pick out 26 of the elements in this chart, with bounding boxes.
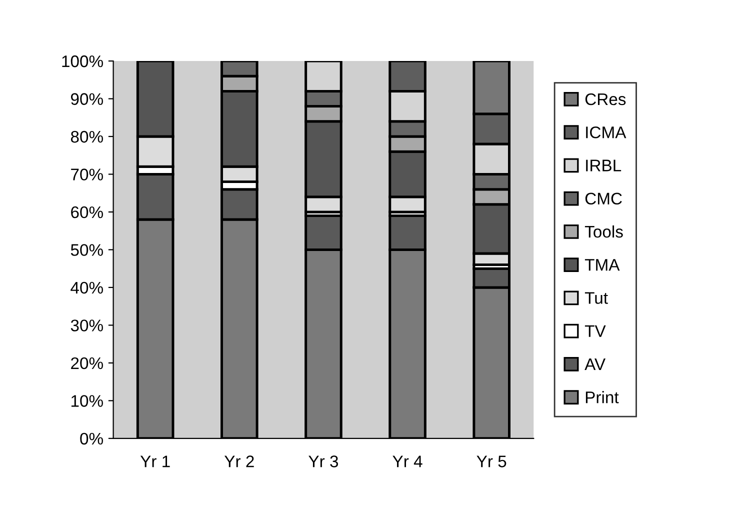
y-tick-label: 60% xyxy=(71,206,103,218)
y-tick-label: 0% xyxy=(80,432,103,445)
legend-label: TV xyxy=(584,325,606,337)
y-tick-label: 90% xyxy=(71,93,103,105)
legend-label: Print xyxy=(586,391,619,404)
y-tick-label: 70% xyxy=(71,168,103,180)
y-tick-label: 20% xyxy=(71,357,103,370)
y-tick-label: 40% xyxy=(70,282,103,294)
x-tick-label: Yr 1 xyxy=(140,456,170,468)
legend-label: CRes xyxy=(585,93,626,106)
y-tick-label: 80% xyxy=(70,130,103,143)
legend-label: CMC xyxy=(585,192,622,205)
legend-label: Tools xyxy=(584,225,623,238)
x-tick-label: Yr 2 xyxy=(224,456,254,468)
x-tick-label: Yr 3 xyxy=(308,456,338,468)
x-tick-label: Yr 4 xyxy=(392,456,422,468)
legend-label: IRBL xyxy=(586,160,622,172)
y-tick-label: 50% xyxy=(70,244,103,256)
y-tick-label: 100% xyxy=(62,55,103,68)
y-tick-label: 10% xyxy=(71,395,103,407)
legend-label: ICMA xyxy=(586,126,626,138)
x-tick-label: Yr 5 xyxy=(476,456,506,468)
legend-label: TMA xyxy=(584,259,620,271)
legend-label: Tut xyxy=(584,292,608,304)
legend-label: AV xyxy=(584,358,606,370)
y-tick-label: 30% xyxy=(70,320,103,332)
